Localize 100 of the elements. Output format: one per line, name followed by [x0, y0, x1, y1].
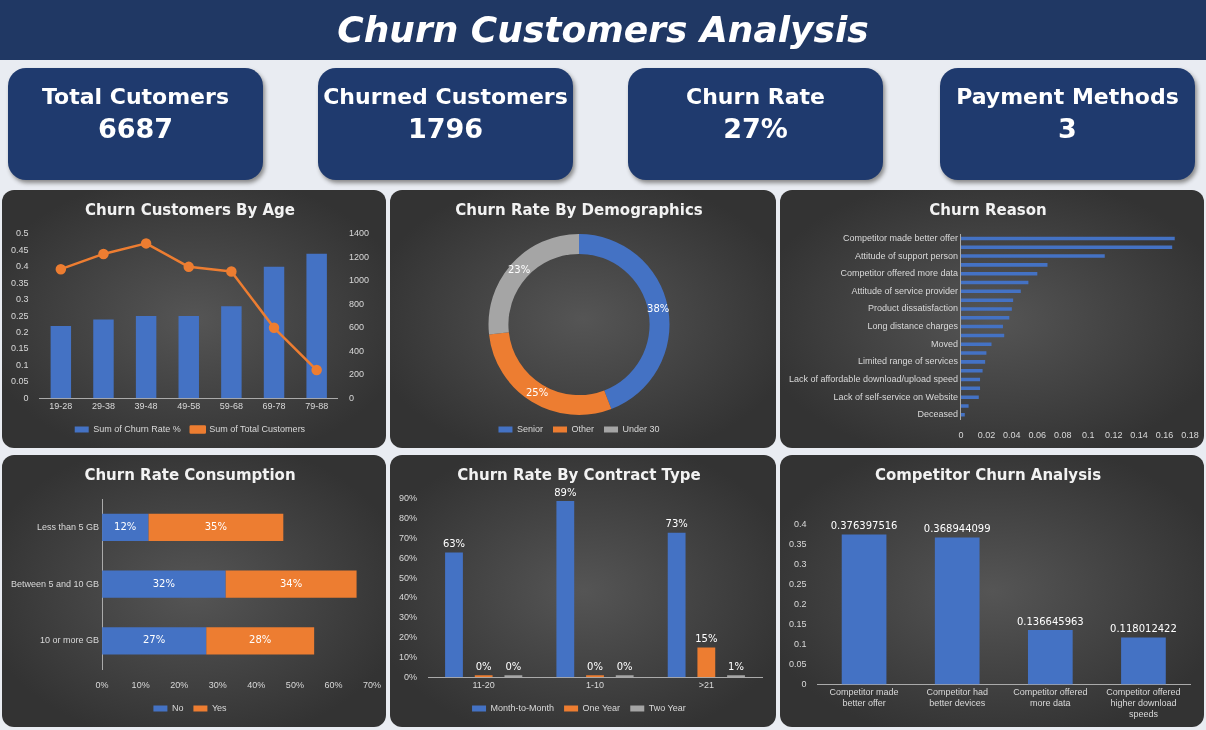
y-tick-label: Lack of self-service on Website [833, 391, 958, 402]
x-tick-label: 0.16 [1155, 430, 1174, 441]
bar [960, 307, 1012, 311]
data-label: 28% [249, 634, 272, 646]
x-tick-label: 30% [208, 680, 227, 691]
bar [960, 351, 987, 355]
bar [960, 263, 1048, 267]
legend-label: Other [571, 423, 595, 434]
data-label: 89% [554, 486, 577, 498]
chart-title: Churn Rate Consumption [84, 465, 296, 484]
data-label: 73% [665, 518, 688, 530]
category-label: Churn Rate [685, 84, 826, 109]
x-tick-label: 19-28 [49, 401, 73, 412]
category-label: Payment Methods [955, 84, 1180, 109]
y-tick-label: 0.35 [10, 277, 29, 288]
x-tick-label: 20% [170, 680, 189, 691]
bar [586, 675, 604, 678]
bar [1027, 630, 1073, 685]
data-label: 25% [525, 386, 549, 398]
y-tick-label: 20% [399, 632, 418, 643]
text: Churn Customers Analysis [0, 0, 1206, 60]
x-tick-label: 69-78 [262, 401, 286, 412]
y-tick-label: Attitude of service provider [851, 285, 958, 296]
x-tick-label: Competitor had better devices [926, 687, 988, 709]
bar [263, 266, 285, 399]
bar [148, 513, 284, 541]
bar [102, 627, 207, 655]
y-tick-label: Product dissatisfaction [867, 303, 958, 314]
data-label: 0% [505, 660, 522, 672]
y-tick-label: Between 5 and 10 GB [11, 578, 100, 589]
y-tick-label: Lack of affordable download/upload speed [789, 374, 958, 384]
y-tick-label: 70% [399, 533, 418, 544]
y-tick-label: 0.4 [794, 519, 807, 530]
x-tick-label: 0.06 [1028, 430, 1047, 441]
bar [934, 537, 980, 685]
y2-tick-label: 800 [348, 298, 365, 309]
category-label: Churned Customers [322, 84, 569, 109]
point [55, 263, 67, 275]
legend-label: One Year [582, 702, 621, 713]
y-tick-label: 0.15 [10, 343, 29, 354]
data-label: 0.136645963 [1016, 615, 1084, 627]
legend-label: Month-to-Month [490, 702, 555, 713]
bar [306, 253, 327, 399]
data-label: 0% [475, 660, 492, 672]
text: 3 [1058, 113, 1077, 144]
point [268, 322, 280, 334]
x-tick-label: 0.1 [1081, 430, 1095, 441]
x-tick-label: 0.02 [977, 430, 996, 441]
chart-title: Competitor Churn Analysis [874, 465, 1102, 484]
x-tick-label: 0.14 [1130, 430, 1148, 441]
y-tick-label: 0.45 [10, 244, 29, 255]
y2-tick-label: 1000 [348, 275, 370, 286]
y-tick-label: Competitor offered more data [840, 268, 958, 279]
bar [841, 534, 887, 685]
x-tick-label: 79-88 [305, 401, 329, 412]
bar [960, 254, 1105, 258]
y-tick-label: 50% [399, 572, 418, 583]
point [226, 266, 237, 277]
bar [960, 395, 979, 399]
y2-tick-label: 1400 [348, 228, 370, 239]
legend-label: Under 30 [622, 423, 660, 434]
x-tick-label: 0.08 [1053, 430, 1072, 441]
x-tick-label: >21 [698, 680, 714, 691]
data-label: 34% [279, 577, 303, 589]
data-label: 32% [152, 577, 175, 589]
data-label: 63% [442, 538, 466, 550]
x-tick-label: 0.18 [1181, 430, 1199, 441]
y2-tick-label: 1200 [348, 251, 370, 262]
y-tick-label: 0.25 [10, 310, 29, 321]
bar [667, 532, 686, 678]
y-tick-label: 0.1 [16, 359, 29, 370]
bar [474, 675, 493, 678]
point [311, 364, 322, 376]
bar [206, 627, 315, 655]
data-label: 0.118012422 [1110, 623, 1177, 635]
x-tick-label: 0.04 [1003, 430, 1021, 441]
category-label: Total Cutomers [41, 84, 230, 109]
bar [93, 319, 114, 399]
bar [960, 404, 969, 408]
legend-label: Two Year [648, 702, 686, 713]
bar [102, 570, 226, 598]
bar [556, 500, 575, 678]
y-tick-label: 10 or more GB [40, 635, 100, 646]
y-tick-label: 0.4 [16, 261, 29, 272]
x-tick-label: 50% [285, 680, 304, 691]
data-label: 12% [114, 520, 137, 532]
x-tick-label: Competitor offered higher download speeds [1106, 687, 1181, 720]
x-tick-label: 0% [95, 680, 109, 691]
y-tick-label: 0.25 [788, 579, 807, 590]
y-tick-label: 0.1 [794, 639, 807, 650]
y-tick-label: 0.2 [16, 327, 29, 337]
y-tick-label: 0.5 [16, 228, 29, 239]
chart-title: Churn Customers By Age [84, 200, 296, 219]
text: 6687 [97, 113, 174, 144]
data-label: 0.368944099 [923, 522, 991, 534]
y-tick-label: 90% [399, 493, 418, 504]
y-tick-label: Long distance charges [867, 321, 959, 332]
text: 27% [723, 113, 788, 144]
y-tick-label: 0.05 [788, 659, 807, 670]
x-tick-label: 10% [131, 680, 150, 691]
